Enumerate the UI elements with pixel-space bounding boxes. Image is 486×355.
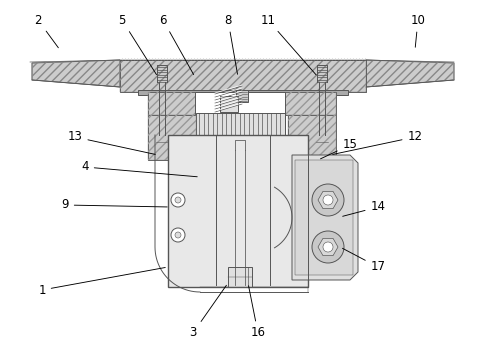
Circle shape [312, 184, 344, 216]
Text: 16: 16 [248, 286, 265, 339]
Bar [158, 134, 166, 137]
Polygon shape [292, 155, 358, 280]
Bar [153, 137, 171, 147]
Bar [196, 113, 285, 135]
Circle shape [323, 195, 333, 205]
Polygon shape [318, 191, 338, 209]
Bar [168, 135, 308, 287]
Bar [313, 137, 331, 147]
Text: 3: 3 [190, 285, 226, 339]
Bar [138, 90, 348, 95]
Text: 5: 5 [118, 13, 156, 75]
Bar [318, 134, 326, 137]
Bar [288, 115, 336, 160]
Circle shape [175, 197, 181, 203]
Text: 15: 15 [320, 138, 357, 159]
Text: 17: 17 [343, 248, 385, 273]
Bar [120, 60, 366, 92]
Text: 10: 10 [411, 13, 425, 47]
Circle shape [175, 232, 181, 238]
Bar [148, 115, 196, 160]
Bar [295, 160, 353, 275]
Bar [195, 92, 285, 115]
Bar [148, 92, 336, 115]
Polygon shape [318, 238, 338, 256]
Circle shape [323, 242, 333, 252]
Bar [148, 115, 196, 160]
Bar [288, 115, 336, 160]
Text: 4: 4 [81, 160, 197, 177]
Polygon shape [366, 60, 454, 87]
Bar [228, 267, 252, 287]
Text: 13: 13 [68, 131, 156, 154]
Bar [236, 90, 248, 102]
Bar [148, 92, 336, 115]
Text: 1: 1 [38, 268, 165, 296]
Circle shape [171, 193, 185, 207]
Text: 14: 14 [343, 201, 385, 216]
Text: 2: 2 [34, 13, 58, 48]
Text: 6: 6 [159, 13, 193, 75]
Text: 12: 12 [333, 131, 422, 154]
Text: 8: 8 [225, 13, 238, 74]
Circle shape [171, 228, 185, 242]
Text: 11: 11 [260, 13, 316, 75]
Bar [120, 60, 366, 92]
Polygon shape [32, 60, 120, 87]
Text: 9: 9 [61, 198, 167, 212]
Bar [220, 96, 238, 112]
Circle shape [312, 231, 344, 263]
